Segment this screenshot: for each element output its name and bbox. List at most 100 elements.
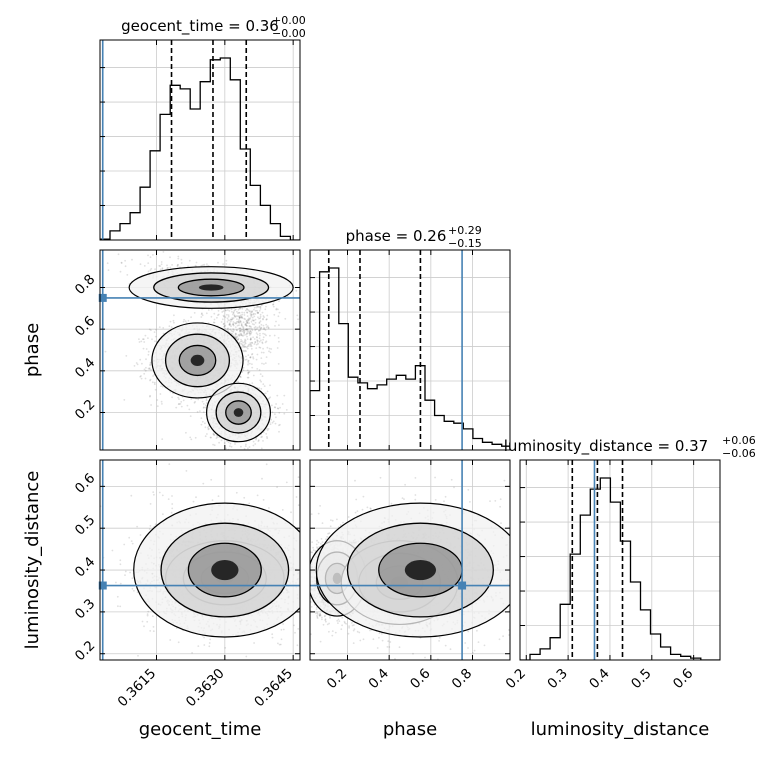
sample-point xyxy=(97,247,99,249)
sample-point xyxy=(152,254,154,256)
sample-point xyxy=(297,318,299,321)
sample-point xyxy=(250,347,253,350)
sample-point xyxy=(274,325,276,327)
sample-point xyxy=(262,338,264,341)
sample-point xyxy=(241,325,244,328)
sample-point xyxy=(149,362,152,364)
sample-point xyxy=(238,327,241,330)
density-peak xyxy=(190,354,205,367)
sample-point xyxy=(260,339,262,342)
sample-point xyxy=(149,379,151,382)
sample-point xyxy=(259,334,261,337)
sample-point xyxy=(242,344,244,347)
sample-point xyxy=(267,428,270,430)
sample-point xyxy=(144,369,147,372)
sample-point xyxy=(258,340,261,343)
sample-point xyxy=(180,401,183,403)
sample-point xyxy=(257,439,260,442)
sample-point xyxy=(193,401,196,404)
sample-point xyxy=(124,265,127,268)
sample-point xyxy=(235,336,238,339)
sample-point xyxy=(249,325,252,328)
sample-point xyxy=(182,399,185,402)
sample-point xyxy=(238,317,241,319)
sample-point xyxy=(173,321,175,324)
sample-point xyxy=(207,428,210,431)
sample-point xyxy=(249,314,252,316)
sample-point xyxy=(259,305,262,308)
sample-point xyxy=(233,310,236,312)
sample-point xyxy=(197,398,200,401)
sample-point xyxy=(262,328,265,330)
sample-point xyxy=(226,328,229,330)
sample-point xyxy=(223,326,225,328)
sample-point xyxy=(246,332,248,335)
sample-point xyxy=(248,446,251,448)
sample-point xyxy=(259,308,262,310)
sample-point xyxy=(274,406,277,409)
sample-point xyxy=(131,577,134,580)
sample-point xyxy=(248,334,251,336)
sample-point xyxy=(262,440,264,442)
sample-point xyxy=(201,420,204,423)
sample-point xyxy=(254,443,257,445)
sample-point xyxy=(257,342,259,345)
sample-point xyxy=(230,308,233,311)
sample-point xyxy=(196,411,199,413)
sample-point xyxy=(230,445,233,448)
sample-point xyxy=(205,402,208,404)
sample-point xyxy=(234,316,237,318)
sample-point xyxy=(252,319,255,322)
sample-point xyxy=(232,311,235,314)
sample-point xyxy=(242,321,245,324)
sample-point xyxy=(133,365,136,367)
sample-point xyxy=(248,331,251,334)
sample-point xyxy=(261,362,263,365)
sample-point xyxy=(267,327,270,330)
sample-point xyxy=(167,267,169,269)
sample-point xyxy=(207,425,210,428)
sample-point xyxy=(223,315,225,318)
sample-point xyxy=(250,314,253,316)
sample-point xyxy=(308,311,310,313)
sample-point xyxy=(240,316,243,319)
sample-point xyxy=(190,398,193,400)
sample-point xyxy=(246,345,249,348)
sample-point xyxy=(239,327,242,330)
sample-point xyxy=(247,360,250,363)
sample-point xyxy=(272,420,275,423)
sample-point xyxy=(236,310,238,313)
sample-point xyxy=(144,334,147,337)
sample-point xyxy=(300,300,302,302)
sample-point xyxy=(276,407,279,410)
sample-point xyxy=(266,346,269,349)
sample-point xyxy=(208,427,210,430)
sample-point xyxy=(250,337,252,340)
sample-point xyxy=(246,328,249,330)
sample-point xyxy=(210,308,213,311)
sample-point xyxy=(246,329,249,332)
sample-point xyxy=(205,312,208,315)
sample-point xyxy=(241,316,243,319)
sample-point xyxy=(188,408,191,411)
sample-point xyxy=(213,433,215,436)
sample-point xyxy=(120,261,123,264)
sample-point xyxy=(278,430,280,433)
sample-point xyxy=(185,431,187,434)
sample-point xyxy=(245,443,247,446)
sample-point xyxy=(273,334,276,337)
sample-point xyxy=(205,399,208,402)
sample-point xyxy=(257,440,260,443)
sample-point xyxy=(259,346,262,349)
sample-point xyxy=(263,363,265,365)
sample-point xyxy=(233,314,236,316)
sample-point xyxy=(202,407,205,409)
sample-point xyxy=(131,258,133,261)
sample-point xyxy=(220,321,223,323)
sample-point xyxy=(272,305,275,308)
sample-point xyxy=(258,326,261,329)
sample-point xyxy=(245,355,247,358)
sample-point xyxy=(201,312,203,315)
sample-point xyxy=(240,324,243,327)
